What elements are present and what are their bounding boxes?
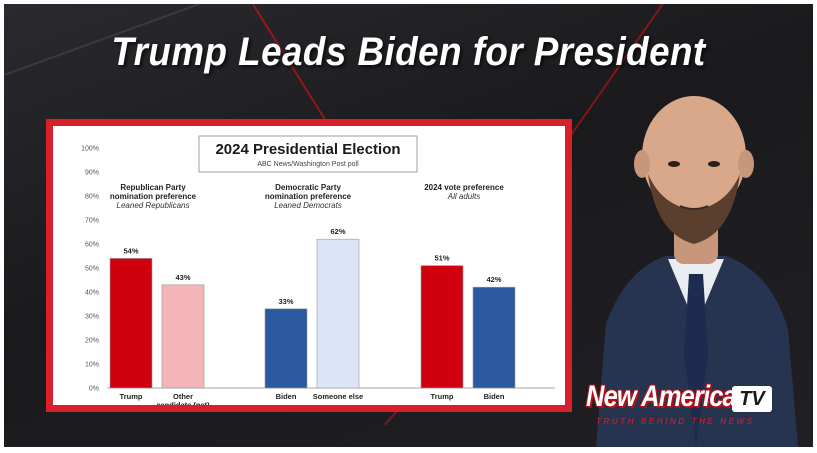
y-tick-label: 40%: [85, 290, 99, 297]
x-category-label: Biden: [484, 392, 505, 401]
bar-value-label: 54%: [123, 246, 138, 255]
bar: [420, 265, 464, 389]
y-tick-label: 30%: [85, 314, 99, 321]
chart-title: 2024 Presidential Election: [215, 141, 400, 158]
right-ear: [738, 150, 754, 178]
y-tick-label: 100%: [81, 146, 99, 153]
left-ear: [634, 150, 650, 178]
chart-frame: 0% 10% 20% 30% 40% 50% 60% 70% 80% 90% 100% 2024 Pr…: [46, 119, 572, 412]
brand-tagline: TRUTH BEHIND THE NEWS: [596, 417, 755, 426]
bar-value-label: 43%: [175, 273, 190, 282]
brand-tv-badge: TV: [732, 386, 772, 412]
poll-chart: 0% 10% 20% 30% 40% 50% 60% 70% 80% 90% 100% 2024 Pr…: [81, 135, 555, 406]
bar: [161, 284, 205, 389]
y-tick-label: 20%: [85, 338, 99, 345]
title-box: [198, 135, 418, 173]
left-eye: [668, 161, 680, 167]
video-thumbnail-background: Trump Leads Biden for President 0% 10% 20%…: [4, 4, 813, 447]
new-american-tv-logo: New American TV TRUTH BEHIND THE NEWS: [580, 380, 800, 440]
beard: [648, 174, 740, 244]
bar-value-label: 33%: [278, 297, 293, 306]
y-tick-label: 50%: [85, 266, 99, 273]
bar: [316, 238, 360, 389]
group-subtitle: Leaned Democrats: [274, 201, 342, 210]
bar-value-label: 42%: [486, 275, 501, 284]
bar-value-label: 62%: [330, 227, 345, 236]
chart-subtitle: ABC News/Washington Post poll: [257, 161, 359, 168]
y-tick-label: 10%: [85, 362, 99, 369]
x-category-label: Trump: [120, 392, 143, 401]
y-tick-label: 0%: [89, 386, 99, 393]
x-category-label: Someone else: [313, 392, 363, 401]
bar: [472, 286, 516, 389]
group-title: 2024 vote preference: [424, 183, 504, 192]
x-category-label: candidate (net): [156, 401, 210, 406]
head: [642, 96, 746, 216]
bar: [264, 308, 308, 389]
group-title: Republican Party: [120, 183, 186, 192]
mouth: [679, 205, 709, 210]
group-subtitle: Leaned Republicans: [117, 201, 190, 210]
group-title: nomination preference: [110, 192, 197, 201]
x-category-label: Other: [173, 392, 193, 401]
x-category-label: Trump: [431, 392, 454, 401]
chart-panel: 0% 10% 20% 30% 40% 50% 60% 70% 80% 90% 100% 2024 Pr…: [53, 126, 565, 405]
presenter-illustration: [596, 96, 798, 447]
right-eye: [708, 161, 720, 167]
y-tick-label: 70%: [85, 218, 99, 225]
necktie: [684, 274, 708, 447]
x-category-label: Biden: [276, 392, 297, 401]
brand-name: New American: [586, 380, 751, 413]
y-tick-label: 60%: [85, 242, 99, 249]
y-tick-label: 90%: [85, 170, 99, 177]
headline: Trump Leads Biden for President: [111, 30, 706, 74]
group-title: Democratic Party: [275, 183, 341, 192]
group-subtitle: All adults: [447, 192, 480, 201]
bar-value-label: 51%: [434, 254, 449, 263]
group-title: nomination preference: [265, 192, 352, 201]
bar: [109, 258, 153, 389]
y-tick-label: 80%: [85, 194, 99, 201]
